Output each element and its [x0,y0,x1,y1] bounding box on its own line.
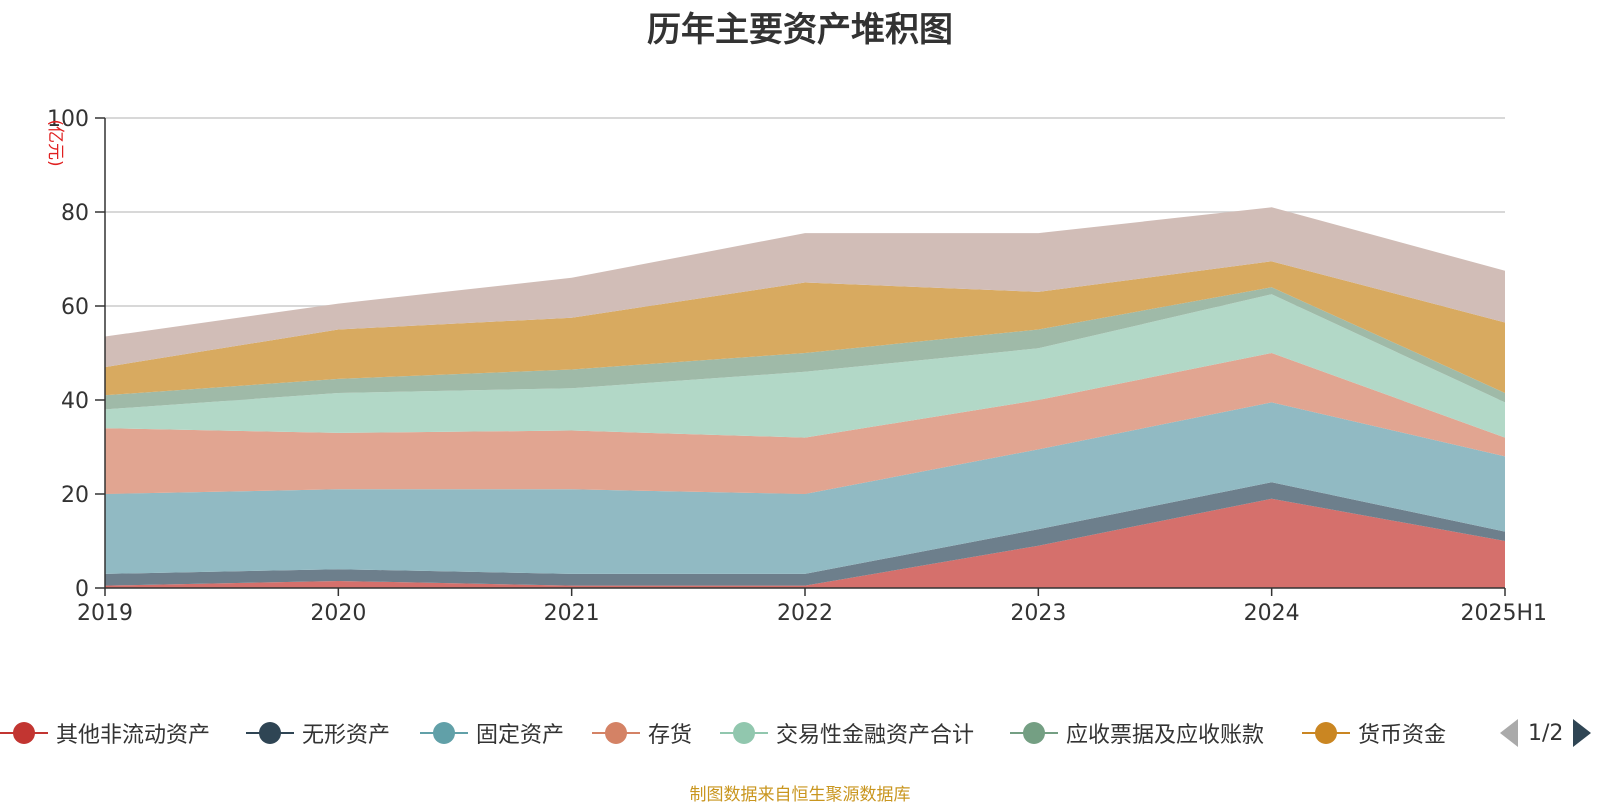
area-series-4 [105,353,1505,494]
legend-item[interactable]: 交易性金融资产合计 [720,716,974,750]
legend-prev-icon[interactable] [1500,719,1518,747]
legend-marker-icon [1010,718,1058,748]
axes: 0 20 40 60 80 100 2019 2020 2021 2022 2023 2024 2025… [47,107,1547,626]
y-tick-label: 60 [61,295,89,320]
legend-label: 存货 [648,723,693,748]
legend-item[interactable]: 无形资产 [246,716,390,750]
legend-label: 货币资金 [1358,723,1447,748]
legend-label: 其他非流动资产 [56,723,211,748]
legend-item[interactable]: 存货 [592,716,692,750]
area-series-7 [105,261,1505,396]
area-series-3 [105,402,1505,574]
x-tick-label: 2020 [310,601,366,626]
x-tick-label: 2022 [777,601,833,626]
x-tick-label: 2019 [77,601,133,626]
y-tick-label: 100 [47,107,89,132]
legend-item[interactable]: 应收票据及应收账款 [1010,716,1264,750]
legend-marker-icon [246,718,294,748]
legend-label: 无形资产 [302,723,391,748]
area-series-2 [105,482,1505,586]
area-series-6 [105,287,1505,410]
legend: 其他非流动资产 无形资产 固定资产 存货 交易性金融资产合计 应收票据及应收账款 货币资金 [0,716,1600,756]
chart-title: 历年主要资产堆积图 [647,10,953,50]
legend-marker-icon [420,718,468,748]
legend-pager: 1/2 [1500,716,1592,750]
y-axis-label: (亿元) [45,119,65,166]
y-tick-label: 40 [61,389,89,414]
legend-label: 应收票据及应收账款 [1066,723,1265,748]
legend-next-icon[interactable] [1573,719,1592,747]
y-tick-label: 20 [61,483,89,508]
y-tick-label: 80 [61,201,89,226]
area-series-1 [105,498,1505,588]
legend-marker-icon [0,718,48,748]
legend-item[interactable]: 货币资金 [1302,716,1446,750]
legend-item[interactable]: 其他非流动资产 [0,716,210,750]
legend-item[interactable]: 固定资产 [420,716,564,750]
legend-marker-icon [1302,718,1350,748]
legend-marker-icon [592,718,640,748]
legend-label: 固定资产 [476,723,565,748]
y-tick-label: 0 [75,577,89,602]
legend-label: 交易性金融资产合计 [776,723,975,748]
stacked-area-chart: 0 20 40 60 80 100 2019 2020 2021 2022 2023 2024 2025… [45,107,1547,626]
area-series [105,207,1505,588]
x-tick-label: 2025H1 [1460,601,1547,626]
x-tick-label: 2021 [544,601,600,626]
area-series-8 [105,207,1505,368]
x-tick-label: 2023 [1010,601,1066,626]
x-tick-label: 2024 [1244,601,1300,626]
area-series-5 [105,294,1505,438]
legend-marker-icon [720,718,768,748]
data-source-note: 制图数据来自恒生聚源数据库 [689,785,911,805]
legend-page-indicator: 1/2 [1528,720,1564,746]
